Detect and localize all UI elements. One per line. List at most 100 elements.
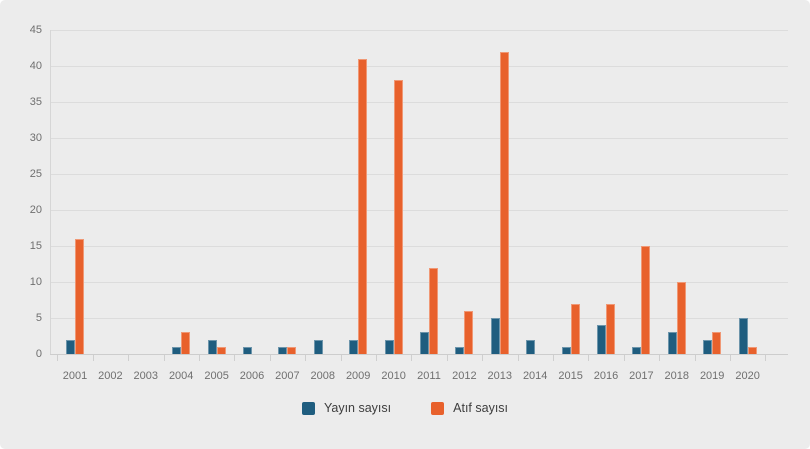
gridline (50, 30, 788, 31)
bar-atıf-2005[interactable] (216, 346, 226, 354)
gridline (50, 210, 788, 211)
x-axis-category-label: 2002 (98, 370, 123, 382)
x-axis-tick (92, 355, 94, 361)
bar-yayın-2001[interactable] (66, 339, 75, 354)
legend-label-yayin-sayisi: Yayın sayısı (323, 401, 392, 415)
x-axis-category-label: 2004 (168, 370, 194, 382)
x-axis-tick (234, 355, 236, 361)
bar-yayın-2016[interactable] (597, 325, 606, 354)
bar-yayın-2010[interactable] (384, 339, 394, 354)
bar-atıf-2015[interactable] (570, 303, 580, 354)
x-axis-category-label: 2005 (204, 370, 229, 382)
x-axis-tick (305, 355, 307, 361)
atif-sayisi-swatch-icon (431, 401, 445, 415)
x-axis-tick (411, 355, 413, 361)
bar-atıf-2001[interactable] (75, 238, 84, 354)
x-axis-tick (198, 355, 200, 361)
bar-yayın-2015[interactable] (561, 346, 571, 354)
x-axis-tick (163, 355, 165, 361)
bar-atıf-2016[interactable] (606, 303, 615, 354)
x-axis-tick (623, 355, 625, 361)
bar-atıf-2007[interactable] (287, 346, 297, 354)
x-axis-tick (57, 355, 59, 361)
y-axis-tick-label: 25 (29, 168, 42, 180)
bar-yayın-2006[interactable] (243, 346, 252, 354)
gridline (50, 282, 788, 283)
y-axis-line (50, 30, 51, 354)
gridline (50, 102, 788, 103)
x-axis-tick (694, 355, 696, 361)
yayin-sayisi-swatch-icon (301, 401, 315, 415)
bar-yayın-2004[interactable] (172, 346, 182, 354)
bar-yayın-2014[interactable] (526, 339, 536, 354)
bar-yayın-2007[interactable] (278, 346, 288, 354)
gridline (50, 174, 788, 175)
bar-yayın-2012[interactable] (455, 346, 465, 354)
y-axis-tick-label: 10 (29, 276, 42, 288)
bar-atıf-2009[interactable] (358, 58, 368, 354)
bar-yayın-2018[interactable] (667, 332, 677, 354)
x-axis-tick (729, 355, 731, 361)
x-axis-tick (552, 355, 554, 361)
bar-yayın-2011[interactable] (420, 332, 429, 354)
x-axis-category-label: 2016 (593, 370, 619, 382)
x-axis-category-label: 2018 (664, 370, 690, 382)
bar-atıf-2011[interactable] (429, 267, 438, 354)
y-axis-tick-label: 20 (29, 204, 42, 216)
x-axis-category-label: 2007 (275, 370, 300, 382)
bar-atıf-2004[interactable] (181, 332, 191, 354)
x-axis-tick (375, 355, 377, 361)
x-axis-tick (482, 355, 484, 361)
bar-atıf-2020[interactable] (747, 346, 757, 354)
bar-atıf-2019[interactable] (712, 332, 722, 354)
gridline (50, 66, 788, 67)
bar-yayın-2008[interactable] (313, 339, 323, 354)
bar-yayın-2013[interactable] (490, 318, 500, 354)
bar-atıf-2013[interactable] (499, 51, 509, 354)
x-axis-category-label: 2009 (345, 370, 371, 382)
legend-item-atif-sayisi[interactable]: Atıf sayısı (431, 401, 508, 415)
y-axis-tick-label: 15 (29, 240, 42, 252)
chart-legend: Yayın sayısı Atıf sayısı (0, 401, 810, 415)
x-axis-category-label: 2017 (629, 370, 654, 382)
bar-atıf-2010[interactable] (393, 80, 403, 354)
y-axis-tick-label: 45 (29, 24, 42, 36)
x-axis-category-label: 2001 (62, 370, 88, 382)
x-axis-tick (765, 355, 767, 361)
bar-yayın-2009[interactable] (349, 339, 359, 354)
bar-atıf-2017[interactable] (641, 246, 651, 354)
legend-item-yayin-sayisi[interactable]: Yayın sayısı (301, 401, 392, 415)
x-axis-category-label: 2012 (452, 370, 477, 382)
x-axis-tick (659, 355, 661, 361)
x-axis-tick (340, 355, 342, 361)
bar-yayın-2017[interactable] (632, 346, 642, 354)
bar-yayın-2020[interactable] (738, 318, 748, 354)
x-axis-category-label: 2014 (522, 370, 548, 382)
y-axis-tick-label: 5 (35, 312, 42, 324)
x-axis-category-label: 2019 (699, 370, 725, 382)
x-axis-category-label: 2020 (735, 370, 760, 382)
x-axis-line (50, 354, 788, 355)
x-axis-category-label: 2015 (558, 370, 583, 382)
y-axis-tick-label: 0 (35, 348, 42, 360)
y-axis-tick-label: 30 (29, 132, 42, 144)
y-axis-tick-label: 40 (29, 60, 42, 72)
gridline (50, 246, 788, 247)
x-axis-tick (128, 355, 130, 361)
gridline (50, 138, 788, 139)
bar-atıf-2012[interactable] (464, 310, 474, 354)
bar-yayın-2005[interactable] (207, 339, 217, 354)
legend-label-atif-sayisi: Atıf sayısı (453, 401, 509, 415)
x-axis-tick (269, 355, 271, 361)
x-axis-category-label: 2003 (133, 370, 159, 382)
x-axis-tick (446, 355, 448, 361)
y-axis-tick-label: 35 (29, 96, 42, 108)
x-axis-category-label: 2010 (381, 370, 406, 382)
x-axis-category-label: 2008 (310, 370, 336, 382)
x-axis-category-label: 2011 (417, 370, 441, 382)
bar-yayın-2019[interactable] (703, 339, 713, 354)
x-axis-category-label: 2006 (239, 370, 265, 382)
bar-atıf-2018[interactable] (676, 282, 686, 354)
